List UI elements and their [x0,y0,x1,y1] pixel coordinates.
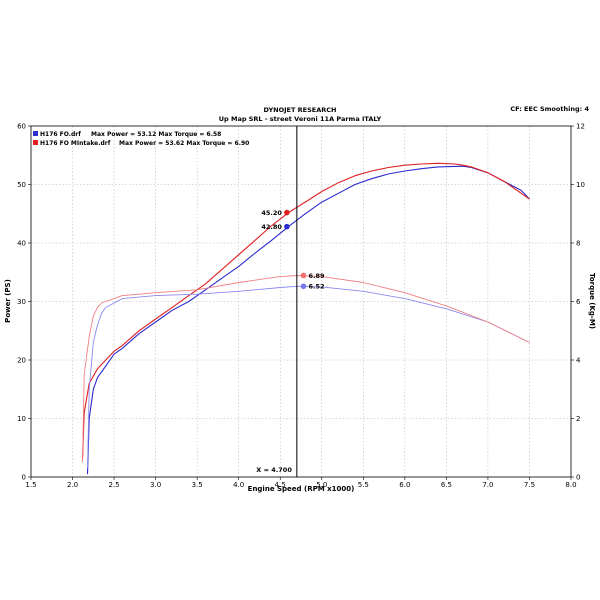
y-axis-right-label: Torque (Kg-M) [588,273,596,329]
x-tick-label-12: 7.5 [524,481,535,489]
series-power-0 [86,165,530,475]
series-power-1 [81,162,530,460]
x-tick-label-4: 3.5 [192,481,203,489]
x-tick-label-3: 3.0 [150,481,161,489]
legend-run-1-values: Max Power = 53.12 Max Torque = 6.58 [91,131,221,138]
x-tick-label-7: 5.0 [316,481,327,489]
legend: H176 FO.drf Max Power = 53.12 Max Torque… [33,131,249,147]
legend-swatch-run-2 [33,140,38,145]
rpm-cursor-label: X = 4.700 [256,466,292,474]
x-tick-label-5: 4.0 [233,481,244,489]
x-tick-label-0: 1.5 [25,481,36,489]
y-left-tick-label-1: 10 [17,415,26,423]
legend-run-2-values: Max Power = 53.62 Max Torque = 6.90 [119,140,249,147]
y-left-tick-label-5: 50 [17,181,26,189]
x-tick-label-13: 8.0 [565,481,576,489]
y-left-tick-label-4: 40 [17,240,26,248]
series-torque-3 [82,275,530,463]
y-right-tick-label-4: 8 [576,240,580,248]
x-tick-label-11: 7.0 [482,481,493,489]
value-marker-dot-2 [300,272,307,279]
value-marker-dot-1 [284,223,290,230]
value-marker-label-2: 6.89 [308,272,325,280]
value-marker-label-0: 45.20 [261,209,282,217]
y-axis-left-label: Power (PS) [4,279,12,323]
x-tick-label-6: 4.5 [275,481,286,489]
x-tick-label-1: 2.0 [67,481,78,489]
y-left-tick-label-0: 0 [22,474,26,482]
value-marker-dot-3 [300,283,307,290]
x-tick-label-2: 2.5 [109,481,120,489]
series-lines [81,162,530,475]
x-tick-label-9: 6.0 [399,481,410,489]
value-marker-label-1: 42.80 [261,223,282,231]
y-right-tick-label-6: 12 [576,123,585,131]
chart-settings-info: CF: EEC Smoothing: 4 [510,105,589,113]
x-axis-label: Engine Speed (RPM x1000) [248,485,355,493]
y-left-tick-label-2: 20 [17,357,26,365]
value-marker-dot-0 [284,209,290,216]
series-torque-2 [87,285,530,469]
y-right-tick-label-2: 4 [576,357,581,365]
y-right-tick-label-5: 10 [576,181,585,189]
y-left-tick-label-3: 30 [17,298,26,306]
legend-run-2-name: H176 FO MIntake.drf [40,140,111,147]
legend-run-1-name: H176 FO.drf [40,131,81,138]
x-tick-label-8: 5.5 [358,481,369,489]
value-marker-label-3: 6.52 [308,283,324,291]
y-right-tick-label-3: 6 [576,298,581,306]
y-right-tick-label-0: 0 [576,474,580,482]
x-tick-label-10: 6.5 [441,481,452,489]
chart-subtitle: Up Map SRL - street Veroni 11A Parma ITA… [219,115,382,123]
chart-title: DYNOJET RESEARCH [264,106,337,114]
legend-swatch-run-1 [33,131,38,136]
y-right-tick-label-1: 2 [576,415,580,423]
value-markers: 45.20 42.80 6.89 6.52 [261,209,325,291]
axis-ticks: 1.5 2.0 2.5 3.0 3.5 4.0 4.5 5.0 5.5 6.0 6.5 7.0 7.5 8… [17,123,585,490]
y-left-tick-label-6: 60 [17,123,26,131]
